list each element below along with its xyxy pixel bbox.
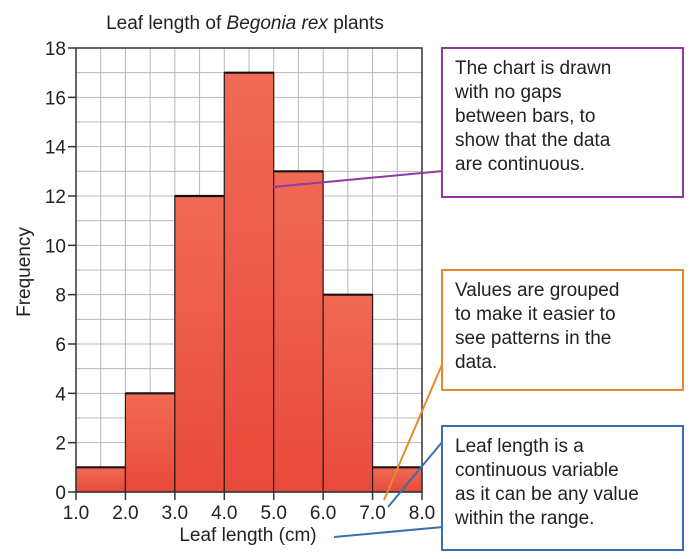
callout-grouped-values: Values are grouped to make it easier to … <box>441 269 684 391</box>
y-tick-label: 8 <box>55 286 66 307</box>
y-tick-label: 12 <box>45 187 66 208</box>
axes <box>68 47 423 500</box>
callout-line: with no gaps <box>455 82 562 103</box>
callout-line: as it can be any value <box>455 484 639 505</box>
y-tick-label: 16 <box>45 88 66 109</box>
bar <box>174 195 225 493</box>
y-tick-label: 14 <box>45 138 67 159</box>
callout-no-gaps: The chart is drawn with no gaps between … <box>441 47 684 198</box>
x-tick-label: 4.0 <box>211 503 237 524</box>
x-tick-label: 8.0 <box>409 503 435 524</box>
blue-leader-line-1 <box>333 526 444 538</box>
callout-line: Values are grouped <box>455 280 620 301</box>
y-tick-label: 6 <box>55 335 66 356</box>
bar <box>322 294 374 493</box>
y-axis-label: Frequency <box>14 227 35 317</box>
callout-line: show that the data <box>455 130 611 151</box>
callout-leaders <box>272 170 445 538</box>
x-tick-label: 1.0 <box>63 503 89 524</box>
callout-line: continuous variable <box>455 460 619 481</box>
callout-line: The chart is drawn <box>455 58 612 79</box>
x-tick-label: 2.0 <box>112 503 138 524</box>
x-tick-label: 6.0 <box>310 503 336 524</box>
x-tick-label: 3.0 <box>162 503 188 524</box>
callout-line: within the range. <box>455 508 595 529</box>
tick-labels: 0 2 4 6 8 10 12 14 16 18 1.0 2.0 3.0 4.0 5.0 6.0 7.0 8.0 <box>45 39 435 524</box>
bar <box>124 392 176 493</box>
callout-line: Leaf length is a <box>455 436 584 457</box>
purple-leader-line <box>272 170 444 188</box>
callout-line: to make it easier to <box>455 304 616 325</box>
callout-line: are continuous. <box>455 154 585 175</box>
callout-line: data. <box>455 352 498 373</box>
x-axis-label: Leaf length (cm) <box>179 525 316 546</box>
callout-continuous-variable: Leaf length is a continuous variable as … <box>441 425 684 551</box>
x-tick-label: 5.0 <box>261 503 287 524</box>
y-tick-label: 10 <box>45 236 66 257</box>
orange-leader-line <box>383 359 445 501</box>
y-tick-label: 4 <box>55 384 66 405</box>
y-tick-label: 18 <box>45 39 66 60</box>
bars <box>75 71 423 493</box>
callout-line: between bars, to <box>455 106 596 127</box>
blue-leader-line-2 <box>387 440 444 508</box>
bar <box>273 170 324 493</box>
plot-frame <box>75 47 423 493</box>
x-tick-label: 7.0 <box>359 503 385 524</box>
y-tick-label: 0 <box>55 483 66 504</box>
chart-title: Leaf length of Begonia rex plants <box>106 13 384 34</box>
bar <box>75 466 127 493</box>
bar <box>223 72 275 493</box>
callout-line: see patterns in the <box>455 328 612 349</box>
y-tick-label: 2 <box>55 434 66 455</box>
